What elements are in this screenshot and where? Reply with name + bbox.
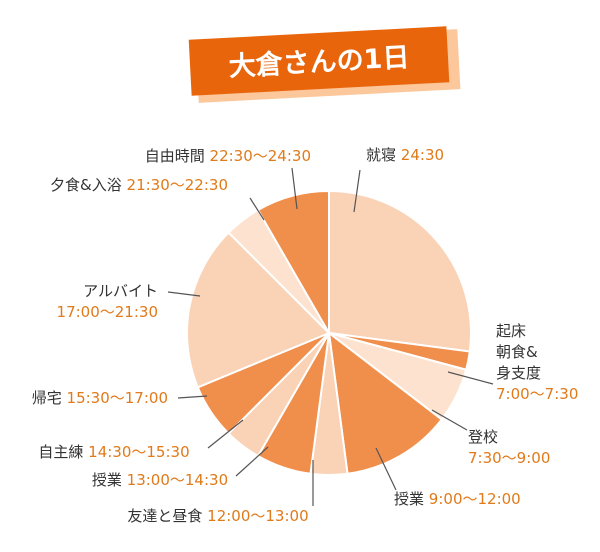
leader-line-commute bbox=[431, 409, 468, 431]
slice-time-free: 22:30～24:30 bbox=[210, 147, 311, 165]
pie-slice-class1 bbox=[327, 330, 444, 475]
slice-label-commute: 7:30～9:00 bbox=[468, 449, 550, 467]
slice-label-practice: 自主練 14:30～15:30 bbox=[38, 443, 189, 461]
slice-time-home: 15:30～17:00 bbox=[67, 389, 168, 407]
title-banner: 大倉さんの1日 bbox=[188, 26, 461, 103]
leader-line-sleep bbox=[353, 169, 361, 213]
slice-name-class2: 授業 bbox=[92, 471, 122, 489]
slice-time-lunch: 12:00～13:00 bbox=[207, 507, 308, 525]
slice-time-parttime: 17:00～21:30 bbox=[57, 303, 158, 321]
slice-label-class2: 授業 13:00～14:30 bbox=[92, 471, 228, 489]
slice-time-class1: 9:00～12:00 bbox=[429, 490, 521, 508]
leader-line-class2 bbox=[235, 446, 269, 477]
pie-slice-parttime bbox=[186, 231, 331, 389]
slice-name-morning: 朝食& bbox=[496, 343, 538, 361]
slice-label-parttime: アルバイト bbox=[83, 282, 158, 300]
slice-name-lunch: 友達と昼食 bbox=[127, 507, 202, 525]
slice-label-free: 自由時間 22:30～24:30 bbox=[145, 147, 311, 165]
slice-name-dinner: 夕食&入浴 bbox=[50, 176, 122, 194]
slice-name-parttime: アルバイト bbox=[83, 282, 158, 300]
slice-name-sleep: 就寝 bbox=[366, 146, 396, 164]
pie-slice-sleep bbox=[328, 189, 473, 353]
leader-lines bbox=[167, 167, 494, 506]
slice-name-practice: 自主練 bbox=[38, 443, 83, 461]
leader-line-home bbox=[177, 395, 208, 399]
leader-line-class1 bbox=[375, 447, 397, 491]
leader-line-parttime bbox=[167, 291, 201, 297]
slice-label-lunch: 友達と昼食 12:00～13:00 bbox=[127, 507, 308, 525]
slice-name-commute: 登校 bbox=[468, 428, 498, 446]
slice-label-morning: 起床 bbox=[496, 322, 526, 340]
leader-line-dinner bbox=[249, 197, 265, 221]
slice-time-morning: 7:00～7:30 bbox=[496, 385, 578, 403]
slice-label-class1: 授業 9:00～12:00 bbox=[394, 490, 521, 508]
slice-label-commute: 登校 bbox=[468, 428, 498, 446]
leader-line-practice bbox=[207, 419, 244, 449]
title-box bbox=[188, 26, 450, 96]
slice-name-free: 自由時間 bbox=[145, 147, 205, 165]
slice-label-dinner: 夕食&入浴 21:30～22:30 bbox=[50, 176, 228, 194]
slice-label-morning: 朝食& bbox=[496, 343, 538, 361]
pie-slices bbox=[186, 189, 473, 477]
slice-name-morning: 起床 bbox=[496, 322, 526, 340]
slice-label-morning: 7:00～7:30 bbox=[496, 385, 578, 403]
slice-label-sleep: 就寝 24:30 bbox=[366, 146, 444, 164]
slice-name-home: 帰宅 bbox=[32, 389, 62, 407]
slice-label-parttime: 17:00～21:30 bbox=[57, 303, 158, 321]
slice-name-class1: 授業 bbox=[394, 490, 424, 508]
leader-line-free bbox=[291, 167, 298, 210]
slice-label-morning: 身支度 bbox=[496, 364, 541, 382]
leader-line-morning bbox=[447, 371, 494, 385]
slice-name-morning: 身支度 bbox=[496, 364, 541, 382]
slice-time-sleep: 24:30 bbox=[401, 146, 444, 164]
slice-time-class2: 13:00～14:30 bbox=[127, 471, 228, 489]
slice-time-commute: 7:30～9:00 bbox=[468, 449, 550, 467]
slice-time-practice: 14:30～15:30 bbox=[88, 443, 189, 461]
slice-time-dinner: 21:30～22:30 bbox=[127, 176, 228, 194]
slice-label-home: 帰宅 15:30～17:00 bbox=[32, 389, 168, 407]
